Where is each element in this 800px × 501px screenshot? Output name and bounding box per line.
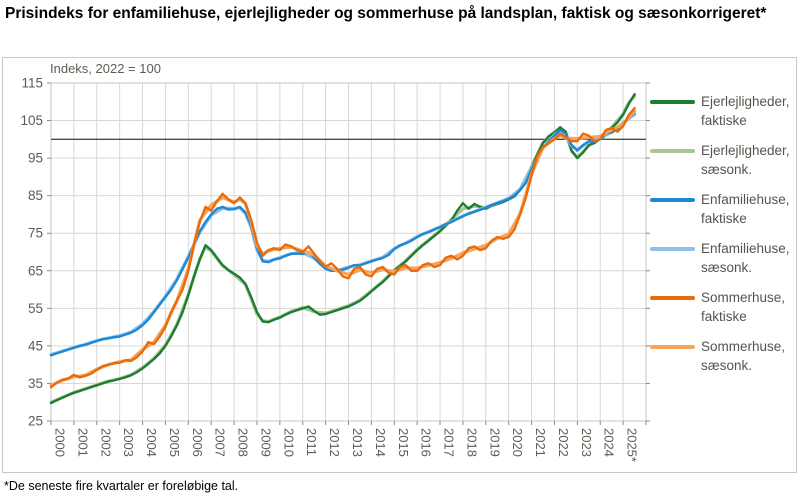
x-axis-label: 2008 [236, 428, 251, 457]
x-axis-label: 2022 [556, 428, 571, 457]
x-axis-label: 2013 [350, 428, 365, 457]
series-line-sommerhuse-s-sonk- [49, 109, 637, 387]
legend-item: Sommerhuse, faktiske [650, 288, 798, 326]
y-axis-label: 75 [28, 226, 43, 241]
chart-border-box [2, 57, 797, 473]
x-axis-label: 2012 [327, 428, 342, 457]
legend-label: Enfamiliehuse, sæsonk. [701, 241, 790, 275]
x-axis-label: 2016 [419, 428, 434, 457]
x-axis-label: 2017 [442, 428, 457, 457]
y-axis-label: 55 [28, 301, 43, 316]
x-axis-label: 2024 [602, 428, 617, 457]
legend-label: Enfamiliehuse, faktiske [701, 192, 790, 226]
chart-subtitle: Indeks, 2022 = 100 [50, 61, 161, 76]
x-axis-label: 2020 [510, 428, 525, 457]
legend-item: Enfamiliehuse, faktiske [650, 190, 798, 228]
legend-item: Ejerlejligheder, faktiske [650, 92, 798, 130]
y-axis-label: 65 [28, 263, 43, 278]
x-axis-label: 2007 [213, 428, 228, 457]
legend-label: Ejerlejligheder, sæsonk. [701, 143, 790, 177]
x-axis-label: 2025* [625, 428, 640, 462]
series-line-enfamiliehuse-s-sonk- [49, 112, 637, 357]
x-axis-label: 2000 [53, 428, 68, 457]
x-axis-label: 2003 [121, 428, 136, 457]
x-axis-label: 2001 [75, 428, 90, 457]
x-axis-label: 2009 [258, 428, 273, 457]
x-axis-label: 2006 [190, 428, 205, 457]
y-axis-label: 105 [20, 113, 43, 128]
y-axis-label: 25 [28, 414, 43, 429]
x-axis-label: 2023 [579, 428, 594, 457]
x-axis-label: 2004 [144, 428, 159, 457]
legend-line-swatch [650, 149, 695, 153]
legend-item: Enfamiliehuse, sæsonk. [650, 239, 798, 277]
y-axis-label: 85 [28, 188, 43, 203]
series-line-sommerhuse-faktiske [49, 107, 636, 389]
legend-line-swatch [650, 198, 695, 202]
legend-line-swatch [650, 296, 695, 300]
x-axis-label: 2002 [98, 428, 113, 457]
legend-line-swatch [650, 100, 695, 104]
series-line-enfamiliehuse-faktiske [49, 111, 636, 357]
chart-legend: Ejerlejligheder, faktiske Ejerlejligheder,… [650, 92, 798, 386]
legend-label: Ejerlejligheder, faktiske [701, 94, 790, 128]
x-axis-label: 2019 [487, 428, 502, 457]
chart-title: Prisindeks for enfamiliehuse, ejerlejlig… [5, 5, 767, 22]
x-axis-label: 2010 [281, 428, 296, 457]
y-axis-label: 45 [28, 338, 43, 353]
legend-line-swatch [650, 345, 695, 349]
x-axis-label: 2011 [304, 428, 319, 456]
x-axis-label: 2018 [464, 428, 479, 457]
legend-item: Ejerlejligheder, sæsonk. [650, 141, 798, 179]
y-axis-label: 95 [28, 151, 43, 166]
legend-line-swatch [650, 247, 695, 251]
chart-footnote: *De seneste fire kvartaler er foreløbige… [4, 479, 239, 493]
x-axis-label: 2015 [396, 428, 411, 457]
y-axis-label: 115 [21, 76, 43, 91]
y-axis-label: 35 [28, 376, 43, 391]
x-axis-label: 2021 [533, 428, 548, 457]
legend-item: Sommerhuse, sæsonk. [650, 337, 798, 375]
legend-label: Sommerhuse, faktiske [701, 290, 786, 324]
x-axis-label: 2014 [373, 428, 388, 457]
legend-label: Sommerhuse, sæsonk. [701, 339, 786, 373]
x-axis-label: 2005 [167, 428, 182, 457]
